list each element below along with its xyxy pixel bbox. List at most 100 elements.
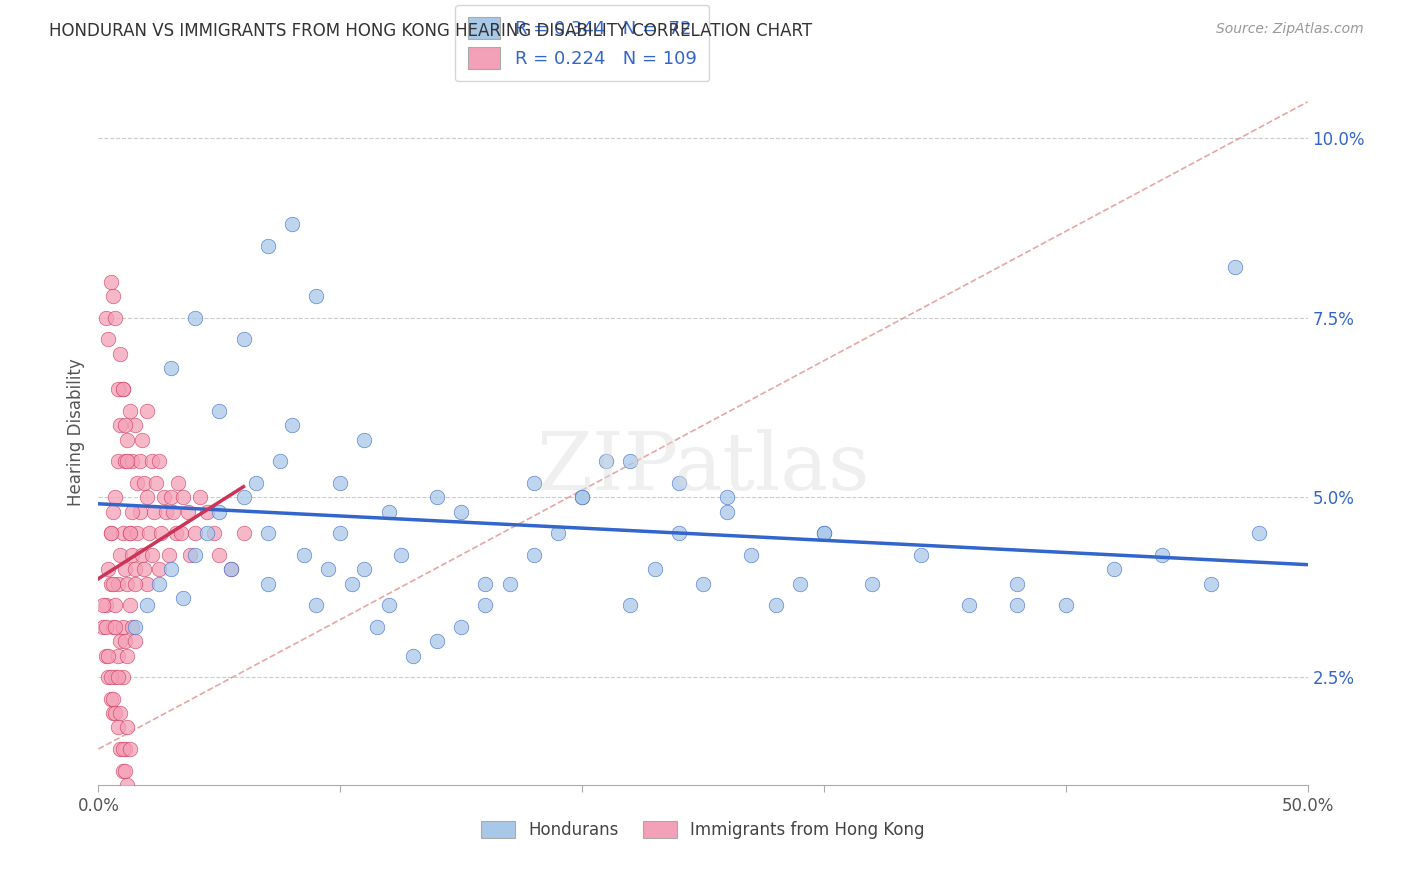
Point [104, 310, 127, 325]
Point [117, 433, 139, 447]
Point [1199, 576, 1222, 591]
Point [97, 332, 120, 346]
Point [221, 562, 243, 576]
Point [860, 576, 883, 591]
Point [523, 475, 546, 490]
Point [117, 721, 139, 735]
Point [94, 620, 117, 634]
Point [124, 418, 146, 433]
Point [692, 576, 714, 591]
Point [160, 360, 183, 375]
Point [813, 526, 835, 541]
Point [94, 598, 117, 612]
Point [107, 721, 129, 735]
Point [184, 548, 207, 562]
Point [101, 706, 124, 720]
Point [208, 548, 231, 562]
Point [117, 576, 139, 591]
Point [256, 576, 278, 591]
Point [108, 706, 131, 720]
Point [100, 526, 122, 541]
Point [121, 548, 143, 562]
Point [177, 505, 200, 519]
Point [426, 491, 449, 505]
Point [141, 454, 163, 468]
Point [135, 598, 157, 612]
Point [114, 454, 136, 468]
Point [104, 620, 127, 634]
Point [111, 670, 134, 684]
Point [1152, 548, 1174, 562]
Point [450, 620, 472, 634]
Point [474, 598, 496, 612]
Point [232, 491, 254, 505]
Point [135, 491, 157, 505]
Point [292, 548, 315, 562]
Point [143, 505, 166, 519]
Point [595, 454, 617, 468]
Point [150, 526, 173, 541]
Point [100, 275, 122, 289]
Point [450, 505, 472, 519]
Point [402, 648, 425, 663]
Point [160, 562, 183, 576]
Point [765, 598, 787, 612]
Point [145, 475, 167, 490]
Point [148, 454, 170, 468]
Point [232, 526, 254, 541]
Point [117, 778, 139, 792]
Point [100, 691, 122, 706]
Point [124, 634, 146, 648]
Point [389, 548, 412, 562]
Point [547, 526, 569, 541]
Point [107, 576, 129, 591]
Point [107, 670, 129, 684]
Point [172, 491, 194, 505]
Point [114, 634, 136, 648]
Point [124, 620, 146, 634]
Point [111, 526, 134, 541]
Point [204, 526, 226, 541]
Point [305, 598, 328, 612]
Point [162, 505, 184, 519]
Point [716, 505, 738, 519]
Point [111, 764, 134, 778]
Point [184, 526, 207, 541]
Point [184, 310, 207, 325]
Point [94, 310, 117, 325]
Point [155, 505, 177, 519]
Point [523, 548, 546, 562]
Point [101, 620, 124, 634]
Point [269, 454, 291, 468]
Point [101, 691, 124, 706]
Point [118, 526, 141, 541]
Point [366, 620, 388, 634]
Legend: Hondurans, Immigrants from Hong Kong: Hondurans, Immigrants from Hong Kong [472, 813, 934, 847]
Point [316, 562, 339, 576]
Point [141, 548, 163, 562]
Point [160, 491, 183, 505]
Point [111, 742, 134, 756]
Point [1102, 562, 1125, 576]
Point [97, 562, 120, 576]
Point [256, 238, 278, 252]
Point [104, 706, 127, 720]
Point [195, 526, 218, 541]
Point [101, 289, 124, 303]
Point [108, 418, 131, 433]
Point [232, 332, 254, 346]
Point [342, 576, 364, 591]
Point [108, 634, 131, 648]
Point [135, 576, 157, 591]
Point [97, 670, 120, 684]
Point [1223, 260, 1246, 275]
Point [195, 505, 218, 519]
Point [221, 562, 243, 576]
Point [668, 475, 690, 490]
Point [108, 548, 131, 562]
Point [104, 491, 127, 505]
Point [128, 505, 150, 519]
Point [104, 670, 127, 684]
Point [94, 648, 117, 663]
Point [107, 648, 129, 663]
